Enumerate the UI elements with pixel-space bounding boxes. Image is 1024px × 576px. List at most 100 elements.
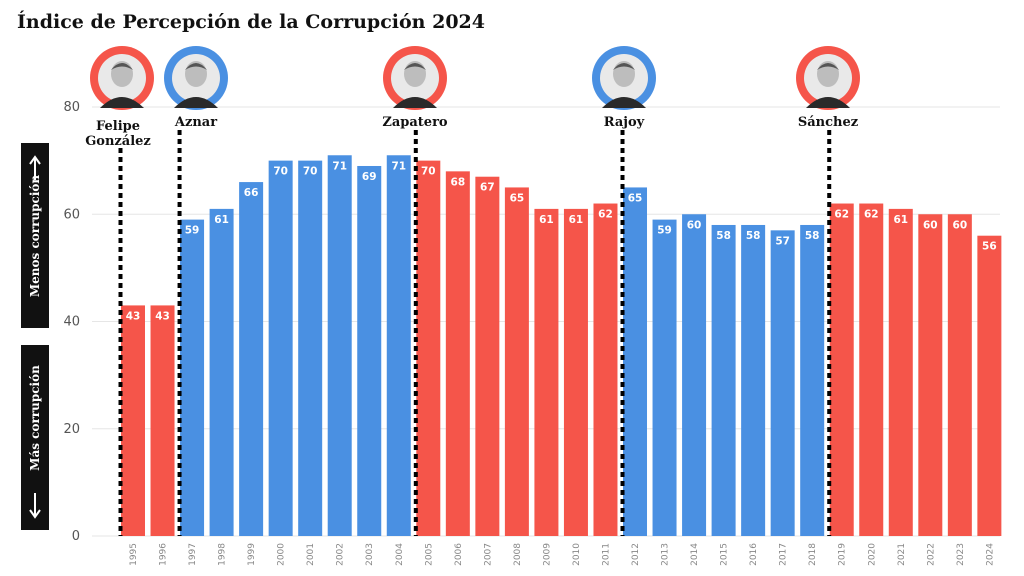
- x-tick-label: 2011: [601, 543, 611, 566]
- side-label-top-text: Menos corrupción: [28, 175, 42, 298]
- bar: [504, 187, 529, 536]
- bar-value-label: 57: [775, 235, 790, 247]
- bar-value-label: 60: [953, 219, 968, 231]
- bar: [623, 187, 648, 536]
- side-label-top: Menos corrupción: [21, 143, 49, 328]
- bar-value-label: 62: [598, 209, 613, 221]
- x-tick-label: 2001: [306, 543, 316, 566]
- bar-value-label: 68: [451, 176, 466, 188]
- x-tick-label: 1999: [247, 543, 257, 566]
- bar: [209, 208, 234, 536]
- bar-value-label: 66: [244, 187, 259, 199]
- bar: [593, 203, 618, 536]
- person-icon: [613, 61, 635, 87]
- x-tick-label: 2013: [661, 543, 671, 566]
- avatar-hair: [613, 63, 635, 70]
- x-tick-label: 2019: [838, 543, 848, 566]
- bar: [770, 230, 795, 536]
- x-tick-label: 2012: [631, 543, 641, 566]
- leader-avatar: [90, 46, 154, 110]
- x-tick-label: 2005: [424, 543, 434, 566]
- leader-name: Rajoy: [604, 115, 645, 130]
- leader-avatar: [164, 46, 228, 110]
- bar-value-label: 56: [982, 241, 997, 253]
- x-tick-label: 2016: [749, 543, 759, 566]
- bar-value-label: 58: [746, 230, 761, 242]
- bar: [298, 160, 323, 536]
- leaders: Felipe González Aznar Zapatero Rajoy Sánchez: [85, 46, 860, 536]
- person-icon: [404, 61, 426, 87]
- x-tick-label: 2006: [454, 543, 464, 566]
- bar-value-label: 69: [362, 171, 377, 183]
- bar-value-label: 60: [923, 219, 938, 231]
- y-tick-label: 80: [63, 100, 80, 115]
- avatar-suit: [806, 97, 850, 108]
- x-tick-label: 2024: [985, 543, 995, 566]
- y-tick-label: 0: [72, 529, 80, 544]
- x-tick-label: 2003: [365, 543, 375, 566]
- chart-title: Índice de Percepción de la Corrupción 20…: [17, 10, 485, 33]
- x-tick-label: 1995: [129, 543, 139, 566]
- y-tick-label: 20: [63, 422, 80, 437]
- person-icon: [817, 61, 839, 87]
- bar: [711, 224, 736, 536]
- x-tick-label: 2018: [808, 543, 818, 566]
- avatar-hair: [404, 63, 426, 70]
- leader-name: Felipe González: [85, 119, 151, 149]
- bar: [563, 208, 588, 536]
- x-tick-label: 2020: [867, 543, 877, 566]
- bar-value-label: 59: [657, 225, 672, 237]
- leader-name: Sánchez: [798, 115, 858, 130]
- bar-value-label: 43: [126, 310, 141, 322]
- person-icon: [185, 61, 207, 87]
- bar-value-label: 43: [155, 310, 170, 322]
- bar-value-label: 58: [716, 230, 731, 242]
- bar: [475, 176, 500, 536]
- bar: [888, 208, 913, 536]
- avatar-hair: [817, 63, 839, 70]
- bar-value-label: 61: [893, 214, 908, 226]
- x-tick-label: 2023: [956, 543, 966, 566]
- bar: [800, 224, 825, 536]
- leader-avatar: [383, 46, 447, 110]
- bar: [741, 224, 766, 536]
- leader-avatar: [796, 46, 860, 110]
- x-tick-label: 2002: [336, 543, 346, 566]
- bar: [977, 235, 1002, 536]
- arrow-up-icon: [29, 155, 41, 180]
- bar-value-label: 65: [628, 192, 643, 204]
- bar-value-label: 61: [539, 214, 554, 226]
- avatar-hair: [185, 63, 207, 70]
- bar: [386, 155, 411, 536]
- arrow-down-icon: [29, 493, 41, 519]
- bar-value-label: 70: [421, 166, 436, 178]
- bar-value-label: 71: [332, 160, 347, 172]
- avatar-suit: [174, 97, 218, 108]
- y-tick-label: 40: [63, 315, 80, 330]
- bar-value-label: 61: [569, 214, 584, 226]
- bar-value-label: 62: [834, 209, 849, 221]
- x-axis-ticks: 1995 1996 1997 1998 1999 2000 2001 2002 2003 2004…: [129, 543, 995, 566]
- bar: [239, 182, 264, 536]
- bar-value-label: 70: [303, 166, 318, 178]
- bar: [859, 203, 884, 536]
- x-tick-label: 1996: [159, 543, 169, 566]
- bar-value-label: 62: [864, 209, 879, 221]
- bar-value-label: 67: [480, 182, 495, 194]
- x-tick-label: 2010: [572, 543, 582, 566]
- bar: [268, 160, 293, 536]
- x-tick-label: 2015: [720, 543, 730, 566]
- bar-value-label: 65: [510, 192, 525, 204]
- bar-value-label: 59: [185, 225, 200, 237]
- bar-value-label: 58: [805, 230, 820, 242]
- x-tick-label: 2004: [395, 543, 405, 566]
- bar: [918, 214, 943, 536]
- avatar-suit: [100, 97, 144, 108]
- x-tick-label: 1998: [218, 543, 228, 566]
- x-tick-label: 2008: [513, 543, 523, 566]
- avatar-suit: [602, 97, 646, 108]
- side-label-bottom-text: Más corrupción: [28, 365, 42, 471]
- bar: [150, 305, 175, 536]
- person-icon: [111, 61, 133, 87]
